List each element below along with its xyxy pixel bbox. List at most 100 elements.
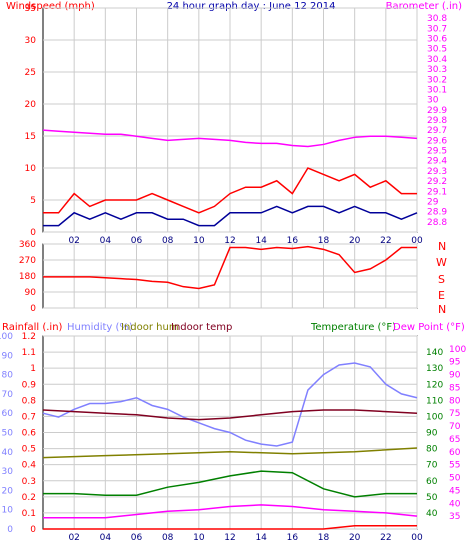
temp-y-tick-label: 70 [426,461,438,471]
temp-x-tick-label: 10 [193,533,205,543]
dew-y-tick-label: 50 [449,474,461,484]
indoor-temp-line [42,409,418,421]
baro-y-tick-label: 30.5 [427,45,447,55]
humidity-y-tick-label: 30 [2,467,14,477]
compass-e: E [438,289,445,302]
baro-y-tick-label: 30 [427,96,439,106]
wind-y-tick-label: 35 [25,4,36,14]
temp-x-tick-label: 20 [349,533,361,543]
right-axis-label: Barometer (.in) [386,1,462,12]
baro-y-tick-label: 29.1 [427,187,447,197]
dew-y-tick-label: 45 [449,486,460,496]
baro-y-tick-label: 30.3 [427,65,447,75]
dew-y-tick-label: 70 [449,422,461,432]
baro-y-tick-label: 30.4 [427,55,447,65]
temp-x-tick-label: 06 [131,533,143,543]
humidity-y-tick-label: 20 [2,486,14,496]
dew-y-tick-label: 60 [449,448,461,458]
rain-y-tick-label: 0.9 [22,380,37,390]
rain-y-tick-label: 0.2 [22,493,36,503]
wind-y-tick-label: 0 [30,228,36,238]
baro-y-tick-label: 30.6 [427,35,447,45]
dew-y-tick-label: 100 [449,345,466,355]
rain-y-tick-label: 1 [30,364,36,374]
rain-y-tick-label: 0.7 [22,412,36,422]
legend-humidity: Humidity (%) [67,322,133,333]
temp-x-tick-label: 12 [224,533,235,543]
wind-avg-line [43,205,418,227]
baro-y-tick-label: 29.9 [427,106,447,116]
dew-point-line [43,504,418,519]
indoor-hum-line [42,447,418,459]
baro-y-tick-label: 28.9 [427,208,447,218]
wind-y-tick-label: 15 [25,132,36,142]
baro-y-tick-label: 30.2 [427,75,447,85]
baro-y-tick-label: 30.7 [427,24,447,34]
direction-y-tick-label: 90 [25,288,37,298]
chart-marks: 0510152025303528.828.92929.129.229.329.4… [0,4,466,543]
rain-y-tick-label: 0.4 [22,461,37,471]
humidity-y-tick-label: 90 [2,351,14,361]
wind-x-tick-label: 18 [318,236,330,246]
baro-y-tick-label: 29.5 [427,147,447,157]
wind-x-tick-label: 02 [68,236,79,246]
wind-x-tick-label: 06 [131,236,143,246]
humidity-y-tick-label: 60 [2,409,14,419]
wind-x-tick-label: 20 [349,236,361,246]
wind-x-tick-label: 04 [100,236,112,246]
humidity-y-tick-label: 40 [2,448,14,458]
temp-x-tick-label: 00 [411,533,423,543]
temp-x-tick-label: 08 [162,533,174,543]
temp-y-tick-label: 130 [426,364,443,374]
temp-y-tick-label: 60 [426,477,438,487]
baro-y-tick-label: 29.7 [427,126,447,136]
rainfall-line [43,525,417,530]
baro-y-tick-label: 29.4 [427,157,447,167]
wind-gust-line [43,167,417,214]
legend-temperature: Temperature (°F) [310,322,396,333]
dew-y-tick-label: 65 [449,435,460,445]
compass-n-top: N [438,240,446,253]
humidity-y-tick-label: 100 [0,332,13,342]
temp-x-tick-label: 14 [255,533,267,543]
legend-indoor-temp: Indoor temp [171,322,232,333]
wind-y-tick-label: 10 [25,164,37,174]
baro-y-tick-label: 29.3 [427,167,447,177]
wind-direction-line [43,245,417,290]
wind-x-tick-label: 16 [287,236,299,246]
wind-y-tick-label: 30 [25,36,37,46]
compass-n-bottom: N [438,303,446,316]
wind-x-tick-label: 08 [162,236,174,246]
direction-y-tick-label: 0 [30,304,36,314]
rain-y-tick-label: 1.2 [22,332,36,342]
wind-y-tick-label: 25 [25,68,36,78]
temp-y-tick-label: 50 [426,493,438,503]
temp-y-tick-label: 140 [426,348,443,358]
baro-y-tick-label: 29.2 [427,177,447,187]
baro-y-tick-label: 28.8 [427,218,447,228]
temp-y-tick-label: 110 [426,396,443,406]
compass-s: S [438,273,445,286]
dew-y-tick-label: 80 [449,396,461,406]
wind-y-tick-label: 20 [25,100,37,110]
temp-x-tick-label: 02 [68,533,79,543]
legend-rainfall: Rainfall (.in) [2,322,63,333]
temp-y-tick-label: 40 [426,509,438,519]
compass-w: W [436,256,447,269]
temp-y-tick-label: 90 [426,429,438,439]
temp-x-tick-label: 04 [100,533,112,543]
barometer-line [42,129,418,148]
dew-y-tick-label: 95 [449,358,460,368]
wind-x-tick-label: 00 [411,236,423,246]
temp-x-tick-label: 18 [318,533,330,543]
legend-indoor-hum: Indoor hum [121,322,179,333]
rain-y-tick-label: 0 [30,525,36,535]
baro-y-tick-label: 30.1 [427,85,447,95]
direction-y-tick-label: 180 [19,272,36,282]
baro-y-tick-label: 29.8 [427,116,447,126]
dew-y-tick-label: 90 [449,371,461,381]
temp-y-tick-label: 100 [426,412,443,422]
dew-y-tick-label: 40 [449,499,461,509]
